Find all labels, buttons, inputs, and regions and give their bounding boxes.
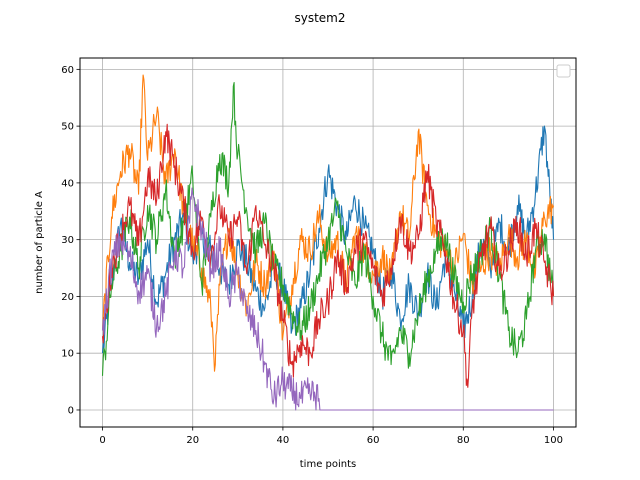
y-tick-label: 40 xyxy=(61,178,74,189)
y-axis-label: number of particle A xyxy=(34,191,45,294)
legend-box xyxy=(556,64,571,78)
x-tick-label: 60 xyxy=(367,435,380,446)
x-tick-label: 40 xyxy=(277,435,290,446)
x-tick-label: 0 xyxy=(99,435,105,446)
y-tick-label: 60 xyxy=(61,65,74,76)
series-line-4 xyxy=(101,123,555,388)
series-line-1 xyxy=(101,125,555,354)
series-line-5 xyxy=(101,187,554,411)
x-tick-label: 20 xyxy=(186,435,199,446)
plot-frame xyxy=(79,57,577,428)
y-tick-label: 30 xyxy=(61,235,74,246)
y-tick-label: 50 xyxy=(61,122,74,133)
x-tick-label: 100 xyxy=(544,435,563,446)
y-tick-label: 0 xyxy=(68,405,74,416)
grid xyxy=(80,58,576,427)
y-tick-label: 20 xyxy=(61,292,74,303)
x-tick-label: 80 xyxy=(457,435,470,446)
ticks: 0 20 40 60 80 100 0 10 20 30 40 50 60 xyxy=(61,65,563,446)
y-tick-label: 10 xyxy=(61,349,74,360)
chart-title: system2 xyxy=(294,11,345,25)
x-axis-label: time points xyxy=(300,459,356,470)
series-group xyxy=(101,74,555,411)
